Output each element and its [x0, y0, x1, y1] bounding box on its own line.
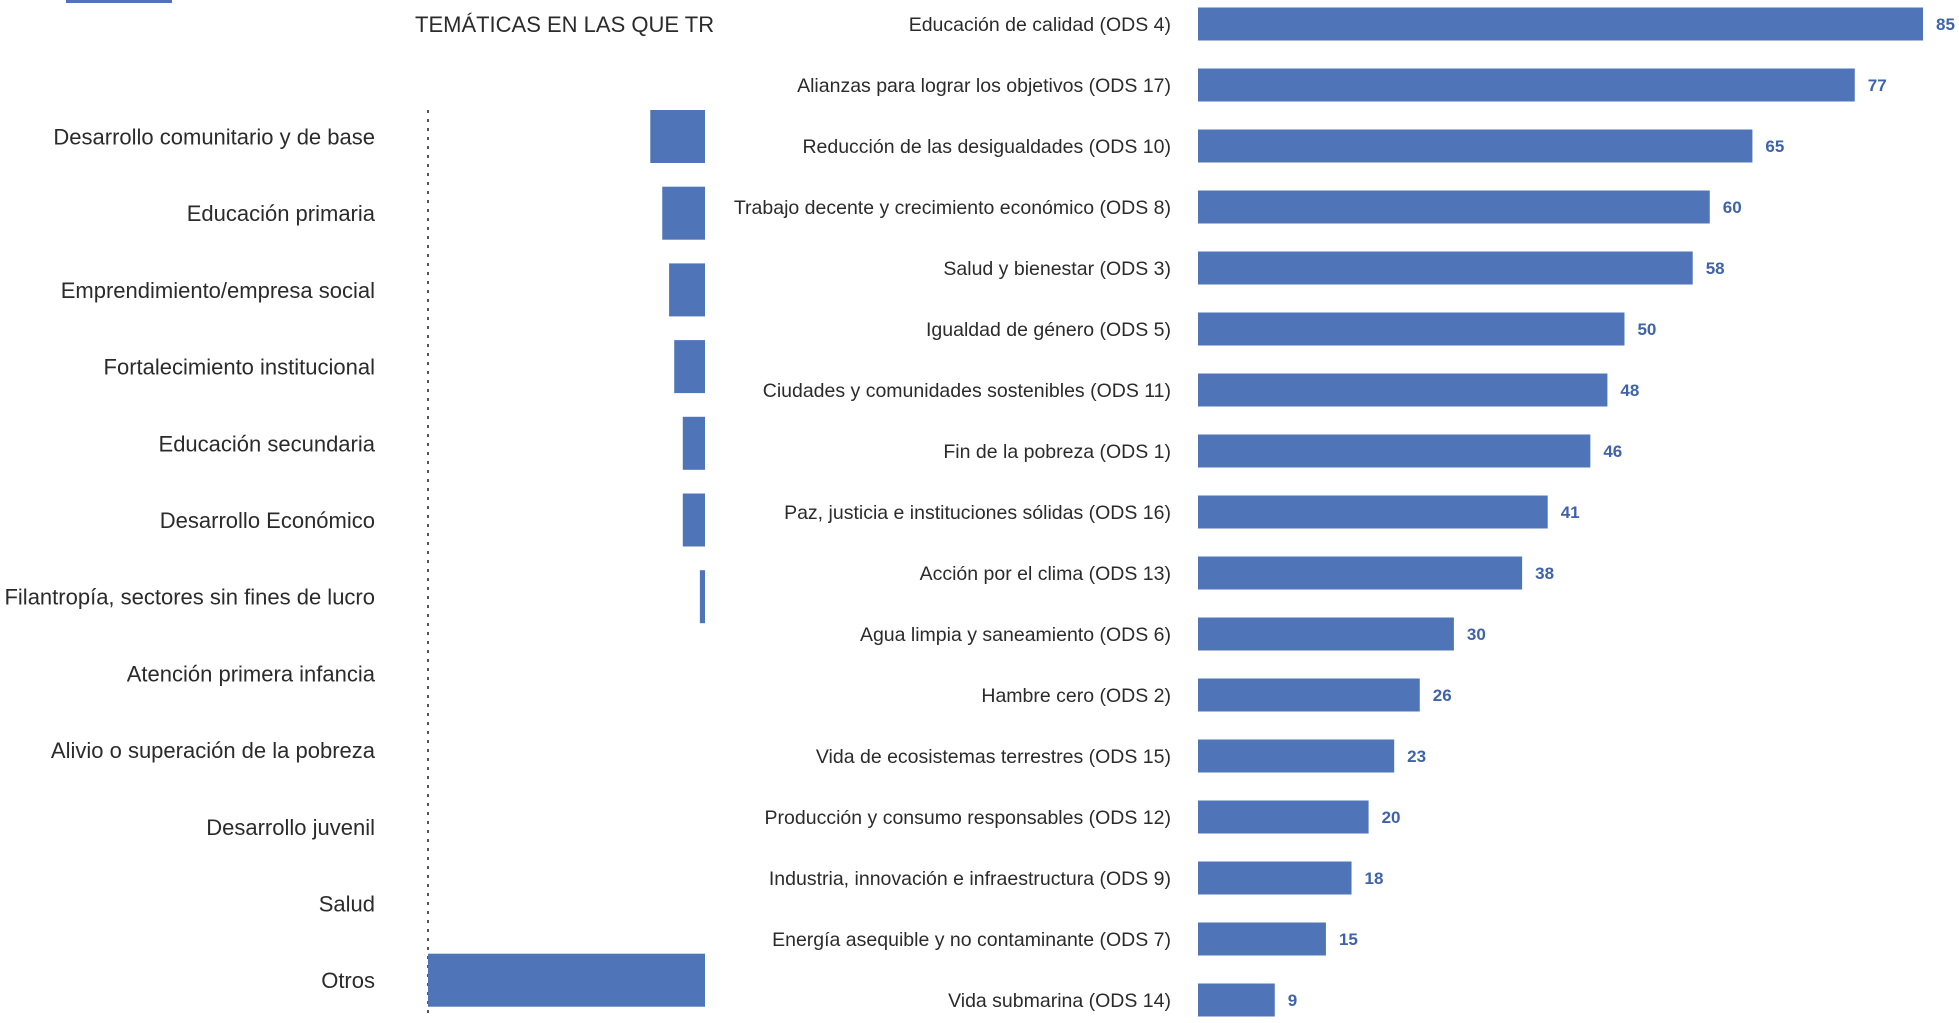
ods-value-label: 9: [1288, 991, 1297, 1010]
ods-bar: [1198, 739, 1395, 773]
top-left-accent-line: [66, 0, 172, 3]
left-bar: [669, 263, 705, 317]
ods-value-label: 18: [1365, 869, 1384, 888]
ods-bar: [1198, 800, 1369, 834]
ods-bar: [1198, 861, 1352, 895]
ods-category-label: Hambre cero (ODS 2): [981, 685, 1171, 707]
right-chart: Educación de calidad (ODS 4) 85 Alianzas p…: [734, 7, 1955, 1017]
ods-bar: [1198, 617, 1454, 651]
ods-value-label: 65: [1765, 137, 1784, 156]
ods-category-label: Educación de calidad (ODS 4): [909, 14, 1171, 36]
left-bar: [682, 493, 705, 547]
left-bar: [674, 340, 705, 394]
left-category-label: Educación primaria: [187, 201, 376, 226]
left-bar: [699, 570, 705, 624]
ods-value-label: 38: [1535, 564, 1554, 583]
ods-value-label: 58: [1706, 259, 1725, 278]
left-category-label: Desarrollo juvenil: [206, 815, 375, 840]
left-bar: [428, 953, 705, 1007]
ods-value-label: 23: [1407, 747, 1426, 766]
ods-value-label: 26: [1433, 686, 1452, 705]
ods-bar: [1198, 190, 1710, 224]
ods-category-label: Fin de la pobreza (ODS 1): [943, 441, 1171, 463]
left-chart: Desarrollo comunitario y de base Educació…: [4, 110, 705, 1007]
ods-bar: [1198, 129, 1753, 163]
ods-category-label: Producción y consumo responsables (ODS 1…: [765, 807, 1171, 829]
ods-value-label: 85: [1936, 15, 1955, 34]
ods-category-label: Ciudades y comunidades sostenibles (ODS …: [763, 380, 1171, 402]
ods-bar: [1198, 373, 1608, 407]
left-bar: [650, 110, 705, 163]
ods-value-label: 50: [1637, 320, 1656, 339]
ods-value-label: 30: [1467, 625, 1486, 644]
ods-category-label: Salud y bienestar (ODS 3): [943, 258, 1171, 280]
ods-category-label: Agua limpia y saneamiento (ODS 6): [860, 624, 1171, 646]
ods-category-label: Alianzas para lograr los objetivos (ODS …: [797, 75, 1171, 97]
left-bar: [682, 416, 705, 470]
left-bar: [662, 186, 705, 240]
ods-category-label: Industria, innovación e infraestructura …: [769, 868, 1171, 890]
ods-bar: [1198, 678, 1420, 712]
left-category-label: Fortalecimiento institucional: [104, 355, 375, 380]
left-category-label: Salud: [319, 892, 375, 917]
left-category-label: Otros: [321, 968, 375, 993]
ods-value-label: 15: [1339, 930, 1358, 949]
ods-value-label: 48: [1620, 381, 1639, 400]
ods-bar: [1198, 922, 1326, 956]
ods-bar: [1198, 983, 1275, 1017]
left-category-label: Desarrollo Económico: [160, 508, 375, 533]
ods-category-label: Reducción de las desigualdades (ODS 10): [802, 136, 1171, 158]
ods-value-label: 41: [1561, 503, 1580, 522]
ods-value-label: 60: [1723, 198, 1742, 217]
ods-category-label: Igualdad de género (ODS 5): [926, 319, 1171, 341]
left-chart-title: TEMÁTICAS EN LAS QUE TR: [415, 12, 714, 37]
ods-value-label: 46: [1603, 442, 1622, 461]
ods-category-label: Trabajo decente y crecimiento económico …: [734, 197, 1171, 219]
left-category-label: Emprendimiento/empresa social: [61, 278, 375, 303]
ods-bar: [1198, 495, 1548, 529]
left-category-label: Alivio o superación de la pobreza: [51, 738, 376, 763]
ods-bar: [1198, 312, 1625, 346]
ods-category-label: Vida submarina (ODS 14): [948, 990, 1171, 1012]
ods-bar: [1198, 251, 1693, 285]
left-category-label: Atención primera infancia: [127, 661, 376, 686]
ods-value-label: 20: [1382, 808, 1401, 827]
ods-category-label: Energía asequible y no contaminante (ODS…: [772, 929, 1171, 951]
ods-bar: [1198, 68, 1855, 102]
ods-category-label: Paz, justicia e instituciones sólidas (O…: [784, 502, 1171, 524]
left-category-label: Filantropía, sectores sin fines de lucro: [4, 585, 375, 610]
ods-bar: [1198, 434, 1591, 468]
ods-category-label: Vida de ecosistemas terrestres (ODS 15): [816, 746, 1171, 768]
left-category-label: Educación secundaria: [159, 431, 376, 456]
ods-bar: [1198, 7, 1923, 41]
ods-value-label: 77: [1868, 76, 1887, 95]
ods-bar: [1198, 556, 1523, 590]
left-category-label: Desarrollo comunitario y de base: [53, 125, 375, 150]
ods-category-label: Acción por el clima (ODS 13): [920, 563, 1171, 585]
